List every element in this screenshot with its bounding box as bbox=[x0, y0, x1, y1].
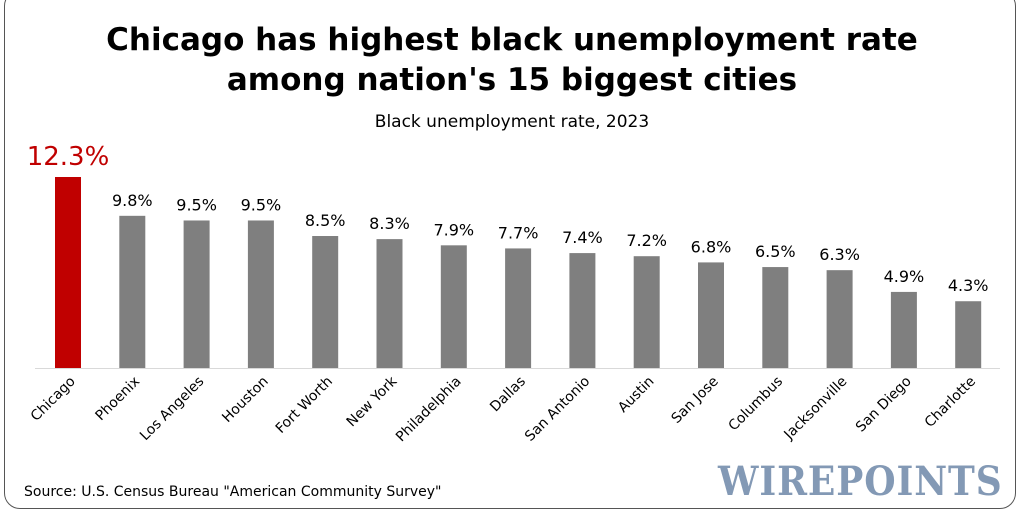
x-tick-label: San Antonio bbox=[522, 374, 593, 445]
data-label: 6.5% bbox=[755, 242, 796, 261]
bar bbox=[505, 248, 532, 368]
data-label: 9.5% bbox=[241, 195, 282, 214]
bar bbox=[55, 177, 81, 368]
bar bbox=[312, 236, 339, 368]
data-label: 4.3% bbox=[948, 276, 989, 295]
bar bbox=[698, 262, 724, 368]
data-label: 7.9% bbox=[433, 220, 474, 239]
data-label: 9.5% bbox=[176, 195, 217, 214]
x-tick-label: Phoenix bbox=[93, 374, 144, 425]
x-tick-label: Houston bbox=[219, 374, 271, 426]
data-label: 6.8% bbox=[691, 237, 732, 256]
x-tick-label: Chicago bbox=[28, 374, 79, 425]
x-tick-label: San Diego bbox=[853, 374, 915, 436]
x-tick-label: San Jose bbox=[669, 374, 722, 427]
bar bbox=[569, 253, 596, 368]
source-note: Source: U.S. Census Bureau "American Com… bbox=[24, 484, 442, 500]
x-tick-label: Fort Worth bbox=[273, 374, 336, 437]
data-label: 7.7% bbox=[498, 223, 539, 242]
x-tick-label: Columbus bbox=[725, 374, 786, 435]
data-label: 6.3% bbox=[819, 245, 860, 264]
x-tick-label: New York bbox=[344, 373, 401, 430]
bar bbox=[633, 256, 660, 368]
x-tick-label: Los Angeles bbox=[137, 374, 207, 444]
chart-frame bbox=[4, 0, 1016, 509]
chart-subtitle: Black unemployment rate, 2023 bbox=[374, 112, 650, 132]
bar bbox=[183, 220, 210, 368]
bar bbox=[890, 291, 917, 368]
title-line-1: Chicago has highest black unemployment r… bbox=[106, 22, 918, 58]
title-line-2: among nation's 15 biggest cities bbox=[226, 62, 798, 98]
data-label: 8.3% bbox=[369, 214, 410, 233]
x-tick-label: Philadelphia bbox=[393, 374, 465, 446]
bar bbox=[247, 220, 274, 368]
chart-title: Chicago has highest black unemployment r… bbox=[0, 20, 1024, 100]
data-label: 9.8% bbox=[112, 191, 153, 210]
data-label: 7.4% bbox=[562, 228, 603, 247]
wirepoints-logo: WIREPOINTS bbox=[718, 458, 1003, 505]
bar bbox=[955, 301, 982, 368]
x-tick-label: Jacksonville bbox=[781, 374, 851, 444]
data-label: 7.2% bbox=[626, 231, 667, 250]
bar bbox=[440, 245, 467, 368]
x-tick-label: Austin bbox=[615, 374, 657, 416]
bar bbox=[119, 215, 146, 368]
bar bbox=[376, 239, 403, 368]
bar bbox=[826, 270, 853, 368]
bar bbox=[762, 267, 789, 368]
data-label: 4.9% bbox=[884, 267, 925, 286]
data-label: 8.5% bbox=[305, 211, 346, 230]
x-tick-label: Dallas bbox=[487, 374, 529, 416]
x-tick-label: Charlotte bbox=[922, 374, 979, 431]
data-label: 12.3% bbox=[27, 142, 110, 172]
